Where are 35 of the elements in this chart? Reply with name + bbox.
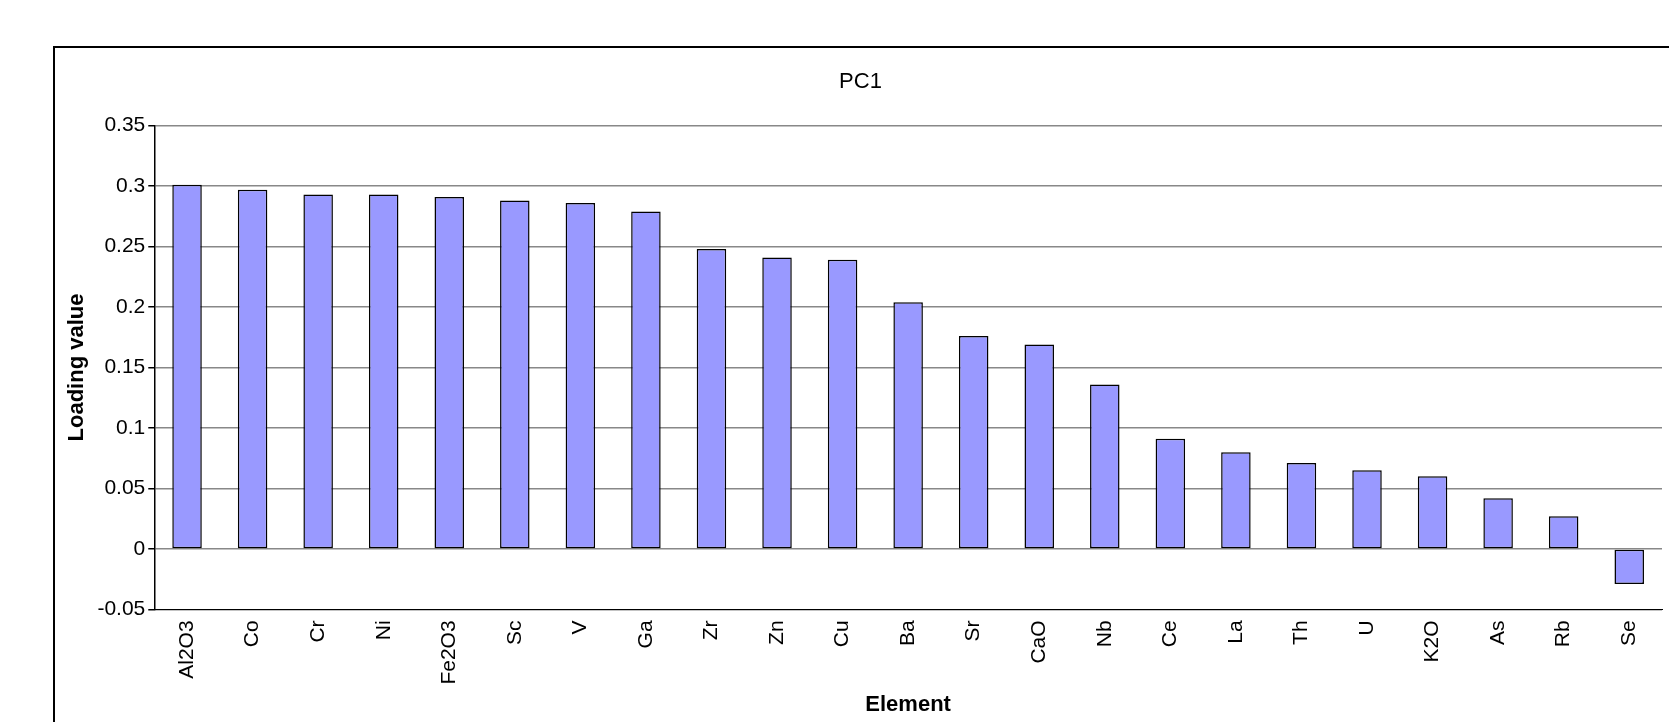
x-tick-label: Ga (632, 620, 656, 649)
x-tick-label: Fe2O3 (436, 620, 460, 685)
y-tick-label: 0.15 (104, 354, 146, 378)
x-tick-label: CaO (1026, 620, 1050, 664)
x-tick-label: Rb (1550, 620, 1574, 648)
x-tick-label: V (567, 620, 591, 635)
x-tick-label: K2O (1419, 620, 1443, 663)
x-tick-label: Co (239, 620, 263, 648)
y-tick-label: 0.05 (104, 475, 146, 499)
y-tick-label: 0.1 (116, 414, 146, 438)
chart-title: PC1 (838, 68, 883, 94)
y-tick-label: 0.35 (104, 112, 146, 136)
y-tick-label: 0.3 (116, 172, 146, 196)
x-tick-label: Ce (1157, 620, 1181, 648)
x-tick-label: U (1353, 620, 1377, 636)
y-tick-label: 0 (133, 535, 146, 559)
x-tick-label: Cr (304, 620, 328, 643)
x-tick-label: Th (1288, 620, 1312, 645)
x-tick-label: Zn (763, 620, 787, 645)
y-tick-label: 0.25 (104, 233, 146, 257)
x-tick-label: Zr (698, 620, 722, 641)
x-tick-label: Ni (370, 620, 394, 641)
x-tick-label: La (1222, 620, 1246, 644)
x-tick-label: Nb (1091, 620, 1115, 648)
y-axis-title: Loading value (63, 293, 89, 442)
x-tick-label: Sc (501, 620, 525, 645)
x-tick-label: As (1484, 620, 1508, 645)
x-tick-label: Se (1616, 620, 1640, 647)
y-tick-label: -0.05 (97, 596, 146, 620)
y-tick-label: 0.2 (116, 293, 146, 317)
x-tick-label: Cu (829, 620, 853, 648)
x-tick-label: Sr (960, 620, 984, 642)
x-axis-title: Element (865, 690, 952, 716)
x-tick-label: Al2O3 (173, 620, 197, 679)
x-tick-label: Ba (894, 620, 918, 647)
